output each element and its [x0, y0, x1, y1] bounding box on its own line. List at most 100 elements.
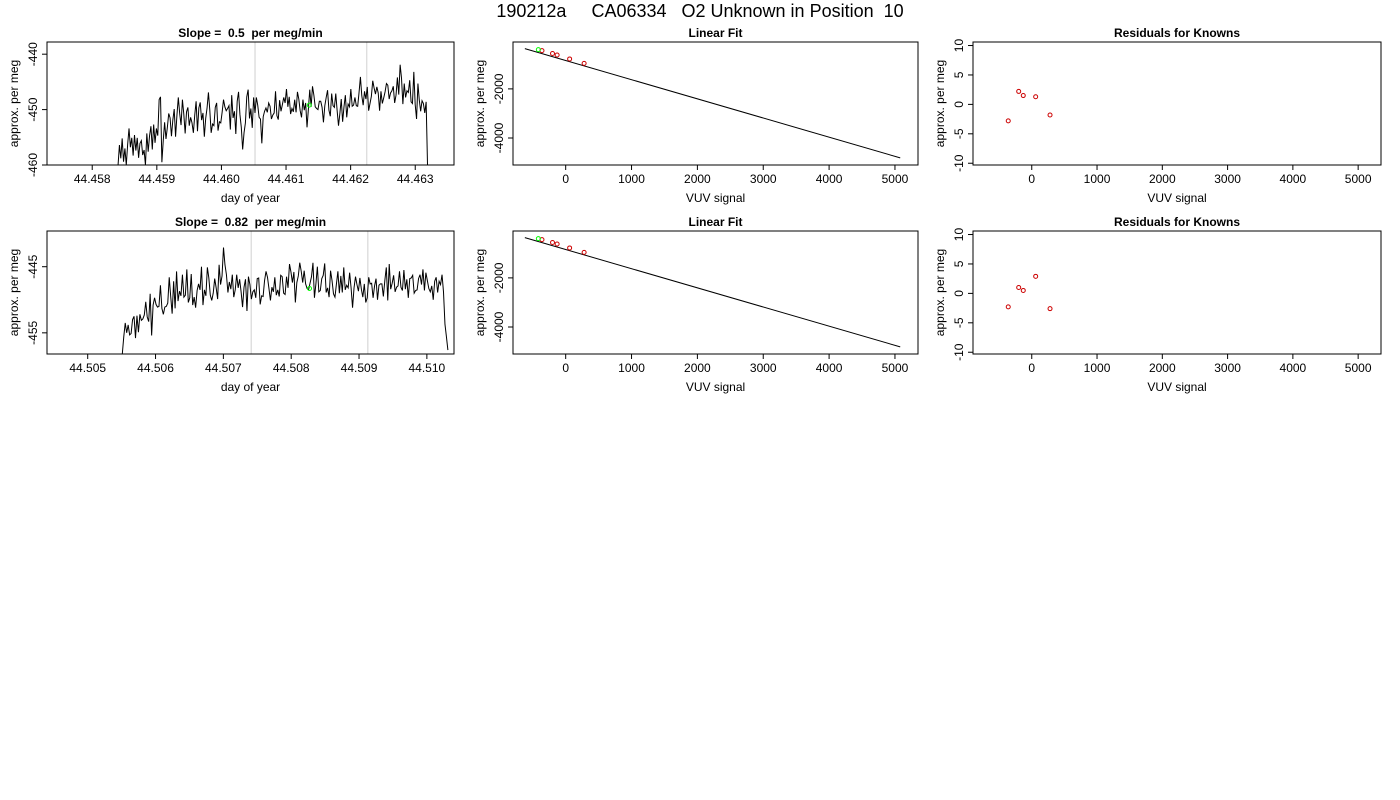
y-tick-label: -460 — [26, 153, 40, 177]
known-point — [554, 241, 560, 247]
y-tick-label: 10 — [952, 39, 966, 53]
x-tick-label: 3000 — [1214, 172, 1241, 186]
x-axis-label: VUV signal — [686, 380, 745, 394]
residual-point — [1020, 93, 1026, 99]
x-axis-label: VUV signal — [1147, 380, 1206, 394]
known-point — [567, 245, 573, 251]
known-point — [581, 249, 587, 255]
known-point — [550, 51, 556, 57]
y-tick-label: -5 — [952, 317, 966, 328]
x-tick-label: 44.510 — [409, 361, 446, 375]
linear-fit-plot-1: Linear Fit 0 1000 2000 3000 4000 5000 -2000 -400… — [473, 26, 919, 205]
x-tick-label: 1000 — [618, 172, 645, 186]
y-tick-label: -455 — [26, 321, 40, 345]
x-tick-label: 44.463 — [397, 172, 434, 186]
x-axis-label: VUV signal — [1147, 191, 1206, 205]
x-axis-label: day of year — [221, 380, 280, 394]
x-tick-label: 44.461 — [268, 172, 305, 186]
page-title: 190212a CA06334 O2 Unknown in Position 1… — [496, 1, 904, 21]
plot-area — [524, 236, 901, 348]
x-tick-label: 2000 — [684, 361, 711, 375]
x-tick-label: 1000 — [618, 361, 645, 375]
plot-frame — [972, 230, 1382, 355]
y-axis-label: approx. per meg — [7, 60, 21, 147]
residual-point — [1005, 304, 1011, 310]
trace-plot-2: Slope = 0.82 per meg/min 44.505 44.506 44.5… — [7, 215, 455, 394]
residuals-plot-1: Residuals for Knowns 0 1000 2000 3000 4000 500… — [933, 26, 1382, 205]
series-line — [121, 247, 449, 354]
x-tick-label: 4000 — [816, 172, 843, 186]
trace-plot-1: Slope = 0.5 per meg/min 44.458 44.459 44.46… — [7, 26, 455, 205]
plot-area — [117, 42, 429, 165]
fit-line — [524, 237, 901, 348]
y-axis-label: approx. per meg — [933, 60, 947, 147]
known-point — [550, 240, 556, 246]
y-tick-label: -440 — [26, 42, 40, 66]
y-tick-label: 5 — [952, 260, 966, 267]
x-tick-label: 3000 — [750, 361, 777, 375]
plot-area — [524, 47, 901, 159]
x-tick-label: 1000 — [1084, 172, 1111, 186]
x-tick-label: 4000 — [1280, 172, 1307, 186]
x-axis-label: VUV signal — [686, 191, 745, 205]
y-axis-label: approx. per meg — [473, 60, 487, 147]
y-axis-label: approx. per meg — [7, 249, 21, 336]
plot-title: Residuals for Knowns — [1114, 215, 1240, 229]
plot-title: Slope = 0.82 per meg/min — [175, 215, 326, 229]
x-tick-label: 5000 — [882, 172, 909, 186]
unknown-point — [535, 236, 541, 242]
y-tick-label: 0 — [952, 101, 966, 108]
y-tick-label: -2000 — [492, 73, 506, 104]
x-tick-label: 2000 — [1149, 361, 1176, 375]
plot-title: Residuals for Knowns — [1114, 26, 1240, 40]
y-axis-label: approx. per meg — [473, 249, 487, 336]
unknown-marker — [306, 102, 312, 108]
residual-point — [1005, 118, 1011, 124]
y-tick-label: -10 — [952, 154, 966, 172]
x-tick-label: 5000 — [1345, 172, 1372, 186]
x-tick-label: 5000 — [1345, 361, 1372, 375]
plot-frame — [46, 41, 455, 166]
y-tick-label: -10 — [952, 343, 966, 361]
residual-point — [1020, 287, 1026, 293]
plot-frame — [512, 41, 919, 166]
x-tick-label: 3000 — [750, 172, 777, 186]
x-tick-label: 44.509 — [341, 361, 378, 375]
y-tick-label: -2000 — [492, 262, 506, 293]
x-tick-label: 5000 — [882, 361, 909, 375]
x-tick-label: 44.458 — [74, 172, 111, 186]
x-tick-label: 44.459 — [138, 172, 175, 186]
y-tick-label: 5 — [952, 71, 966, 78]
plot-frame — [46, 230, 455, 355]
y-tick-label: -450 — [26, 97, 40, 121]
y-tick-label: -445 — [26, 254, 40, 278]
x-tick-label: 2000 — [684, 172, 711, 186]
unknown-marker — [307, 286, 313, 292]
plot-title: Linear Fit — [688, 26, 742, 40]
residual-point — [1047, 112, 1053, 118]
series-line — [117, 64, 429, 165]
x-tick-label: 4000 — [1280, 361, 1307, 375]
linear-fit-plot-2: Linear Fit 0 1000 2000 3000 4000 5000 -2000 -400… — [473, 215, 919, 394]
x-tick-label: 1000 — [1084, 361, 1111, 375]
residual-point — [1016, 88, 1022, 94]
x-tick-label: 0 — [1028, 361, 1035, 375]
x-axis-label: day of year — [221, 191, 280, 205]
y-tick-label: -5 — [952, 128, 966, 139]
plot-frame — [972, 41, 1382, 166]
x-tick-label: 44.506 — [137, 361, 174, 375]
x-tick-label: 44.507 — [205, 361, 242, 375]
x-tick-label: 44.460 — [203, 172, 240, 186]
unknown-point — [535, 47, 541, 53]
x-tick-label: 44.508 — [273, 361, 310, 375]
plot-title: Linear Fit — [688, 215, 742, 229]
y-tick-label: 10 — [952, 228, 966, 242]
known-point — [554, 52, 560, 58]
known-point — [581, 60, 587, 66]
residual-point — [1033, 94, 1039, 100]
x-tick-label: 0 — [562, 361, 569, 375]
known-point — [567, 56, 573, 62]
x-tick-label: 2000 — [1149, 172, 1176, 186]
plot-title: Slope = 0.5 per meg/min — [178, 26, 322, 40]
x-tick-label: 3000 — [1214, 361, 1241, 375]
